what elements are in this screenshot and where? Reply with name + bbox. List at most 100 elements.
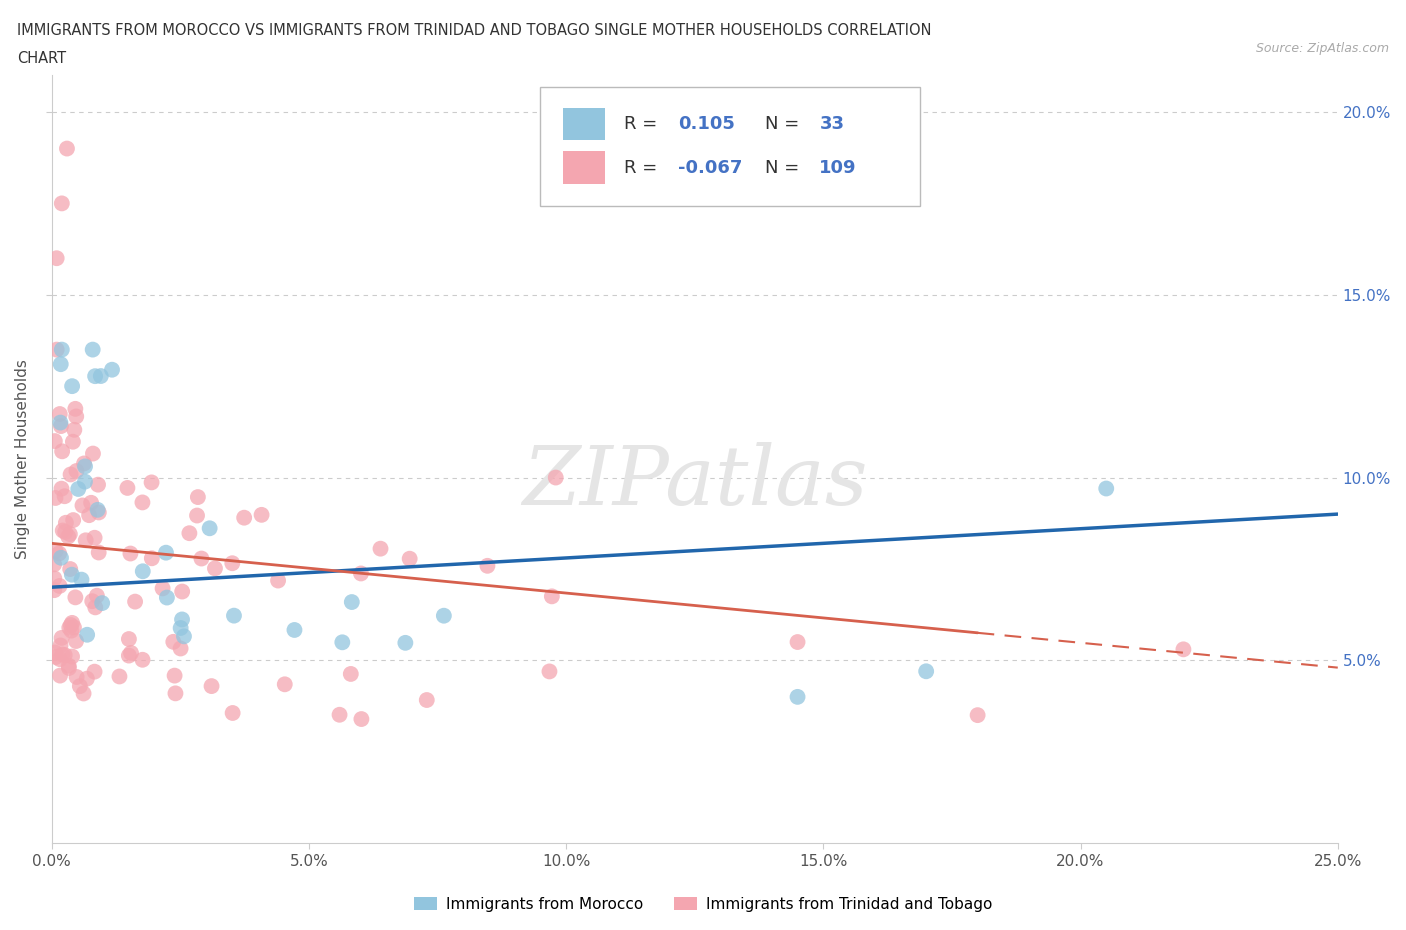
Point — [169, 620, 191, 635]
Point — [544, 470, 567, 485]
Point — [73, 459, 96, 474]
Text: IMMIGRANTS FROM MOROCCO VS IMMIGRANTS FROM TRINIDAD AND TOBAGO SINGLE MOTHER HOU: IMMIGRANTS FROM MOROCCO VS IMMIGRANTS FR… — [17, 23, 931, 38]
Point — [67, 482, 90, 497]
Point — [350, 566, 373, 581]
Point — [132, 564, 155, 578]
Point — [433, 608, 456, 623]
Point — [44, 490, 66, 505]
Point — [165, 686, 187, 701]
Point — [124, 594, 146, 609]
Point — [394, 635, 416, 650]
Point — [49, 668, 72, 683]
Point — [141, 551, 163, 565]
Point — [48, 578, 70, 593]
Point — [49, 551, 72, 565]
Text: R =: R = — [624, 114, 662, 133]
Point — [82, 342, 104, 357]
Point — [60, 623, 83, 638]
Point — [55, 515, 77, 530]
Point — [49, 406, 72, 421]
Point — [477, 558, 499, 573]
Point — [370, 541, 392, 556]
Point — [83, 530, 105, 545]
Point — [163, 668, 186, 683]
Point — [170, 612, 193, 627]
Point — [86, 589, 108, 604]
Point — [221, 706, 243, 721]
Point — [72, 686, 94, 701]
FancyBboxPatch shape — [540, 87, 920, 206]
Point — [131, 495, 153, 510]
Point — [86, 502, 108, 517]
Point — [179, 525, 201, 540]
Legend: Immigrants from Morocco, Immigrants from Trinidad and Tobago: Immigrants from Morocco, Immigrants from… — [408, 890, 998, 918]
Point — [222, 608, 245, 623]
Point — [152, 581, 174, 596]
Point — [350, 711, 373, 726]
Point — [84, 600, 107, 615]
Point — [59, 526, 82, 541]
Point — [1095, 481, 1118, 496]
Point — [51, 196, 73, 211]
Point — [76, 628, 98, 643]
Point — [267, 573, 290, 588]
Point — [221, 556, 243, 571]
FancyBboxPatch shape — [564, 152, 605, 184]
Point — [44, 645, 66, 660]
Text: N =: N = — [765, 159, 806, 177]
Point — [65, 633, 87, 648]
Point — [90, 368, 112, 383]
Point — [49, 652, 72, 667]
Point — [60, 567, 83, 582]
Point — [233, 511, 256, 525]
Point — [200, 679, 222, 694]
Point — [162, 634, 184, 649]
Point — [51, 631, 73, 645]
Point — [118, 648, 141, 663]
Point — [44, 571, 66, 586]
Point — [84, 368, 107, 383]
Point — [49, 357, 72, 372]
Point — [60, 649, 83, 664]
Point — [87, 545, 110, 560]
Point — [101, 363, 124, 378]
Point — [172, 584, 194, 599]
Point — [45, 649, 67, 664]
Point — [52, 523, 75, 538]
Text: 109: 109 — [820, 159, 856, 177]
Point — [274, 677, 297, 692]
Point — [83, 664, 105, 679]
Point — [51, 481, 73, 496]
Point — [63, 620, 86, 635]
Point — [786, 689, 808, 704]
Point — [70, 572, 93, 587]
Point — [250, 508, 273, 523]
Text: CHART: CHART — [17, 51, 66, 66]
Text: -0.067: -0.067 — [678, 159, 742, 177]
Point — [58, 529, 80, 544]
Point — [786, 634, 808, 649]
Point — [45, 543, 67, 558]
Point — [75, 533, 97, 548]
Point — [204, 561, 226, 576]
Point — [51, 444, 73, 458]
Point — [45, 342, 67, 357]
Text: Source: ZipAtlas.com: Source: ZipAtlas.com — [1256, 42, 1389, 55]
Point — [51, 647, 73, 662]
Point — [53, 525, 76, 539]
Point — [49, 415, 72, 430]
Point — [49, 418, 72, 433]
Point — [48, 546, 70, 561]
Point — [62, 434, 84, 449]
Point — [53, 647, 76, 662]
Text: 33: 33 — [820, 114, 845, 133]
Point — [141, 475, 163, 490]
Point — [44, 433, 66, 448]
Point — [173, 629, 195, 644]
Text: ZIPatlas: ZIPatlas — [522, 443, 868, 523]
Point — [73, 456, 96, 471]
Point — [1173, 642, 1195, 657]
Point — [87, 477, 110, 492]
Point — [53, 489, 76, 504]
Point — [65, 409, 87, 424]
